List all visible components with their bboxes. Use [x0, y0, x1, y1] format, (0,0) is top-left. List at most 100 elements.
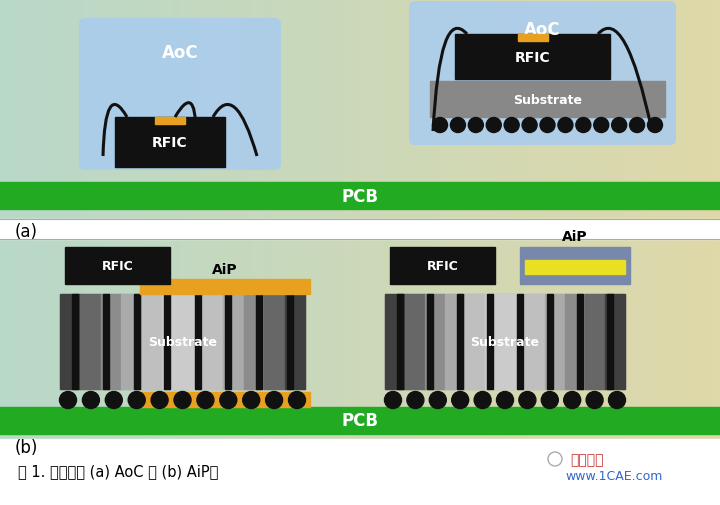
Bar: [408, 0, 414, 220]
Bar: [666, 239, 672, 439]
Circle shape: [612, 118, 626, 133]
Bar: [180, 239, 186, 439]
Bar: [0, 220, 720, 239]
Bar: [397, 294, 403, 389]
Bar: [318, 0, 324, 220]
Bar: [510, 0, 516, 220]
Bar: [264, 0, 270, 220]
Bar: [42, 239, 48, 439]
Bar: [594, 239, 600, 439]
Bar: [552, 239, 558, 439]
Bar: [426, 0, 432, 220]
Bar: [372, 0, 378, 220]
Bar: [48, 239, 54, 439]
Bar: [517, 294, 523, 389]
Circle shape: [174, 392, 191, 409]
Bar: [115, 118, 225, 168]
Bar: [142, 294, 162, 389]
Bar: [600, 239, 606, 439]
Text: RFIC: RFIC: [102, 260, 133, 273]
FancyBboxPatch shape: [409, 2, 676, 146]
Bar: [0, 239, 6, 439]
Bar: [246, 239, 252, 439]
Bar: [702, 0, 708, 220]
Bar: [182, 294, 203, 389]
Bar: [666, 0, 672, 220]
Bar: [318, 239, 324, 439]
Bar: [186, 0, 192, 220]
Bar: [300, 239, 306, 439]
Bar: [648, 239, 654, 439]
Bar: [516, 0, 522, 220]
Circle shape: [289, 392, 305, 409]
Bar: [525, 261, 625, 274]
Bar: [342, 239, 348, 439]
Bar: [552, 0, 558, 220]
Bar: [54, 239, 60, 439]
Bar: [216, 0, 222, 220]
Bar: [690, 0, 696, 220]
Bar: [468, 239, 474, 439]
Text: (a): (a): [15, 223, 38, 240]
Bar: [102, 0, 108, 220]
Bar: [126, 0, 132, 220]
Bar: [648, 0, 654, 220]
Bar: [558, 239, 564, 439]
Bar: [522, 0, 528, 220]
Bar: [240, 0, 246, 220]
Text: PCB: PCB: [341, 412, 379, 430]
Bar: [378, 239, 384, 439]
Bar: [101, 294, 121, 389]
Circle shape: [82, 392, 99, 409]
Bar: [702, 239, 708, 439]
Bar: [594, 0, 600, 220]
Bar: [24, 0, 30, 220]
Bar: [150, 0, 156, 220]
Bar: [678, 239, 684, 439]
Bar: [545, 294, 565, 389]
Bar: [468, 0, 474, 220]
Bar: [540, 0, 546, 220]
Bar: [0, 183, 720, 210]
Text: RFIC: RFIC: [515, 50, 550, 64]
Bar: [96, 0, 102, 220]
Bar: [405, 294, 425, 389]
Bar: [282, 239, 288, 439]
Bar: [270, 239, 276, 439]
Text: 图 1. 集成方案 (a) AoC 和 (b) AiP。: 图 1. 集成方案 (a) AoC 和 (b) AiP。: [18, 464, 218, 479]
Bar: [132, 0, 138, 220]
Bar: [330, 239, 336, 439]
Bar: [505, 294, 525, 389]
Bar: [78, 239, 84, 439]
Bar: [636, 239, 642, 439]
Bar: [90, 0, 96, 220]
Bar: [0, 439, 720, 505]
Bar: [487, 294, 493, 389]
Bar: [18, 239, 24, 439]
Bar: [354, 0, 360, 220]
Bar: [660, 239, 666, 439]
Bar: [570, 0, 576, 220]
Bar: [630, 239, 636, 439]
Circle shape: [468, 118, 483, 133]
Circle shape: [486, 118, 501, 133]
Bar: [162, 294, 182, 389]
Bar: [390, 239, 396, 439]
Bar: [198, 0, 204, 220]
Bar: [438, 239, 444, 439]
Bar: [390, 247, 495, 284]
Bar: [330, 0, 336, 220]
Bar: [606, 239, 612, 439]
Bar: [672, 239, 678, 439]
Bar: [210, 0, 216, 220]
Bar: [234, 0, 240, 220]
Bar: [414, 0, 420, 220]
Circle shape: [266, 392, 283, 409]
Bar: [462, 0, 468, 220]
Bar: [516, 239, 522, 439]
Bar: [168, 239, 174, 439]
Circle shape: [647, 118, 662, 133]
Bar: [684, 0, 690, 220]
Bar: [518, 35, 547, 42]
Bar: [36, 0, 42, 220]
